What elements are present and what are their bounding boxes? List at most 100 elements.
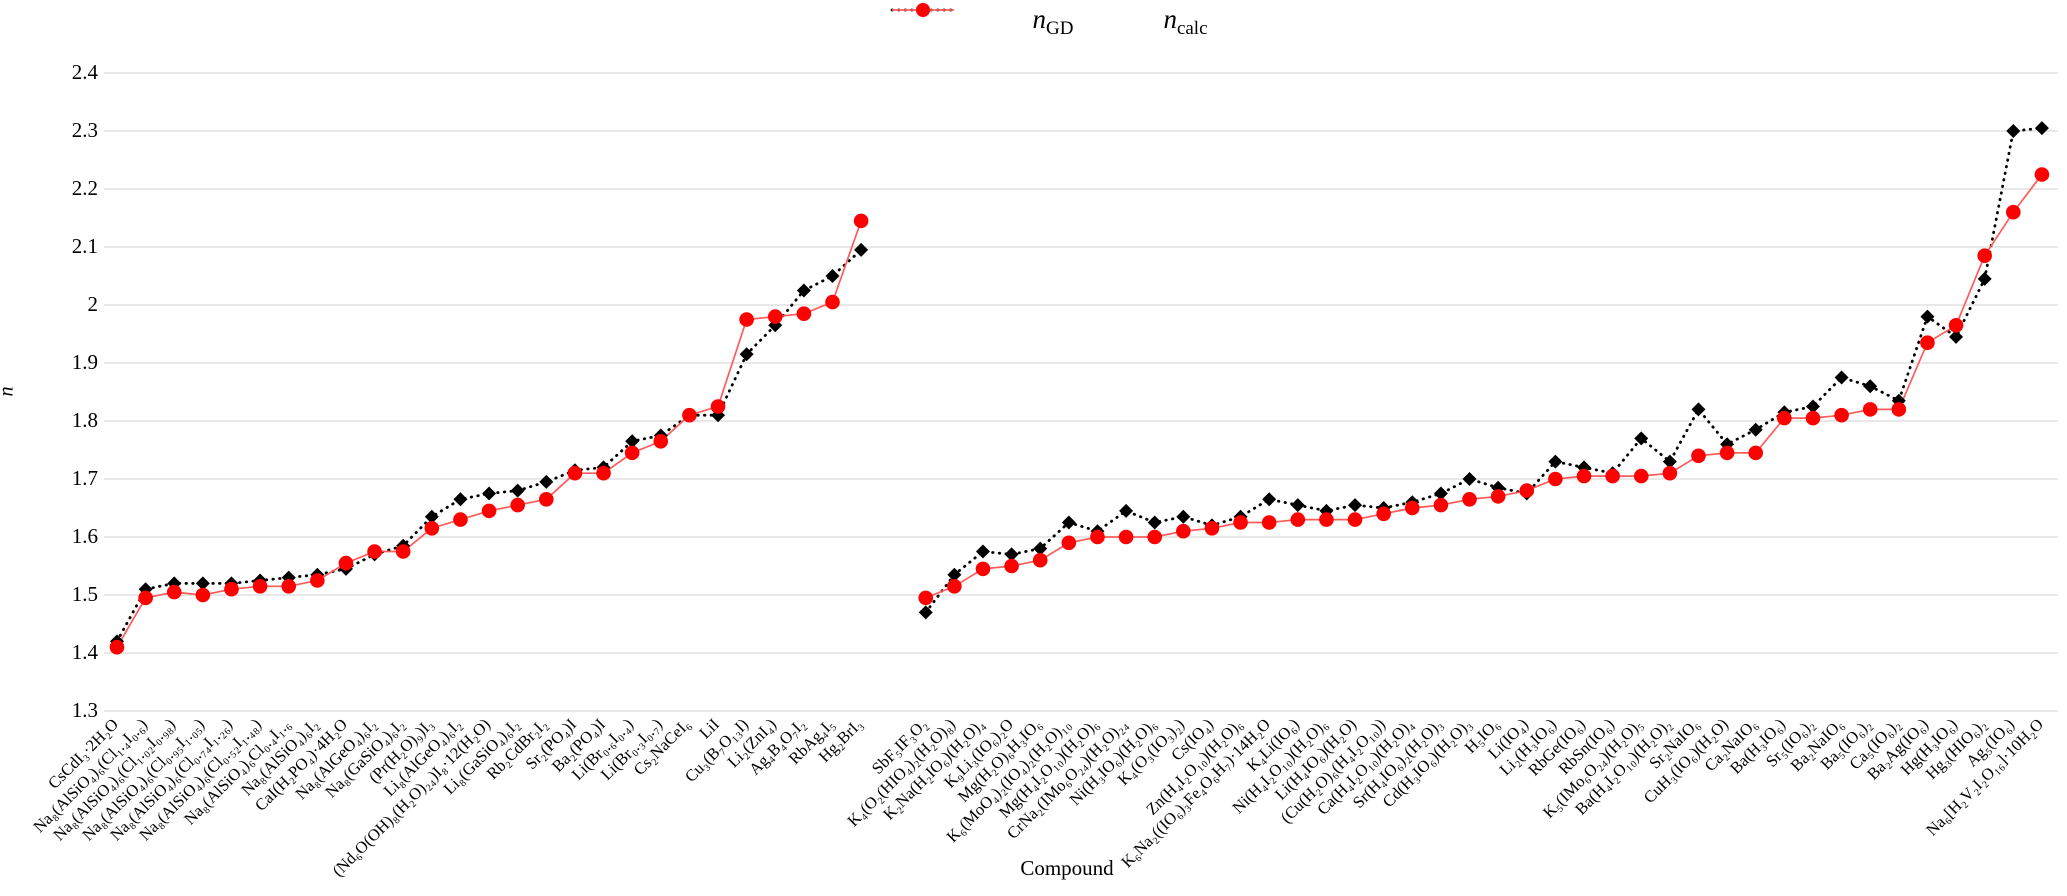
legend-item-ncalc: ncalc — [892, 3, 1208, 39]
ncalc-data-point — [1004, 558, 1019, 574]
ngd-data-point — [1119, 503, 1134, 518]
ngd-data-point — [1176, 509, 1191, 524]
ncalc-data-point — [624, 445, 640, 461]
ncalc-data-point — [1691, 448, 1706, 464]
ncalc-data-point — [1576, 468, 1592, 484]
ncalc-data-point — [510, 497, 525, 513]
ngd-data-point — [1061, 515, 1076, 530]
y-tick-label: 2.4 — [71, 60, 98, 84]
ngd-data-point — [1004, 547, 1019, 562]
ngd-data-point — [1319, 503, 1334, 518]
ncalc-data-point — [1862, 402, 1878, 417]
ncalc-data-point — [1319, 512, 1334, 527]
ngd-data-point — [825, 269, 840, 283]
ncalc-data-point — [166, 584, 182, 600]
ncalc-data-point — [796, 306, 812, 322]
ngd-data-point — [1834, 370, 1849, 385]
ncalc-data-point — [310, 573, 325, 588]
ncalc-data-point — [1519, 483, 1535, 498]
ncalc-data-point — [739, 312, 754, 327]
ngd-data-point — [1805, 399, 1820, 414]
ncalc-data-point — [109, 639, 125, 655]
ngd-data-point — [947, 567, 962, 582]
ngd-data-point — [739, 347, 754, 362]
ngd-data-point — [918, 605, 933, 620]
ngd-data-point — [453, 492, 468, 507]
ncalc-data-point — [567, 465, 583, 481]
ncalc-data-point — [1147, 529, 1162, 545]
ncalc-data-point — [1977, 248, 1992, 263]
ncalc-data-point — [1061, 535, 1077, 551]
ncalc-line-sample-icon — [892, 3, 954, 17]
ngd-data-point — [195, 576, 210, 591]
legend: nGD ncalc — [890, 0, 1350, 44]
ncalc-data-point — [947, 579, 962, 594]
ncalc-data-point — [1462, 492, 1477, 507]
ngd-data-point — [1920, 309, 1935, 324]
ngd-data-point — [2006, 124, 2021, 138]
ncalc-data-point — [1204, 521, 1220, 536]
ngd-data-point — [1662, 454, 1677, 469]
ncalc-data-point — [338, 555, 354, 571]
ngd-data-point — [1548, 454, 1563, 469]
ngd-data-point — [539, 474, 554, 489]
ncalc-data-point — [853, 213, 869, 229]
ncalc-data-point — [596, 465, 611, 481]
ncalc-data-point — [1490, 489, 1506, 504]
ncalc-data-point — [424, 521, 440, 536]
ncalc-data-point — [653, 434, 669, 449]
y-tick-label: 1.4 — [71, 640, 98, 664]
ncalc-data-point — [2034, 167, 2050, 182]
ncalc-data-point — [1891, 402, 1907, 417]
y-tick-label: 1.7 — [71, 466, 98, 490]
ncalc-data-point — [1834, 407, 1849, 423]
ncalc-data-point — [539, 492, 554, 507]
ngd-data-point — [796, 283, 811, 298]
y-tick-label: 1.8 — [71, 408, 98, 432]
ncalc-data-point — [1118, 529, 1134, 545]
ngd-data-point — [1462, 472, 1477, 486]
ngd-data-point — [1348, 498, 1363, 513]
ncalc-data-point — [224, 581, 239, 597]
ncalc-data-point — [1404, 500, 1420, 516]
ncalc-data-point — [1176, 523, 1191, 539]
ncalc-data-point — [1548, 471, 1563, 487]
ngd-data-point — [482, 486, 497, 501]
ngd-data-point — [854, 242, 869, 257]
ngd-data-point — [975, 544, 990, 559]
ngd-data-point — [1147, 515, 1162, 530]
ncalc-data-point — [1805, 410, 1821, 426]
ncalc-data-point — [1748, 445, 1764, 461]
ngd-series-line — [115, 248, 863, 643]
legend-label-ncalc: ncalc — [1163, 4, 1208, 39]
ncalc-data-point — [367, 544, 382, 559]
ngd-data-point — [1634, 431, 1649, 446]
y-tick-label: 1.6 — [71, 524, 98, 548]
legend-label-ngd: nGD — [1032, 4, 1074, 39]
ncalc-data-point — [1233, 515, 1248, 530]
ncalc-data-point — [2006, 204, 2021, 220]
ncalc-data-point — [1090, 529, 1105, 545]
ncalc-data-point — [710, 399, 726, 414]
ncalc-data-point — [918, 590, 934, 606]
ncalc-series-line — [925, 173, 2043, 599]
ngd-data-point — [2034, 121, 2049, 136]
ngd-data-point — [1863, 379, 1878, 394]
ncalc-data-point — [1032, 552, 1048, 568]
ncalc-data-point — [1376, 506, 1391, 522]
ngd-data-point — [1033, 541, 1048, 556]
ncalc-data-point — [1920, 335, 1935, 351]
ncalc-data-point — [481, 503, 497, 519]
ncalc-data-point — [453, 512, 468, 527]
ngd-data-point — [625, 434, 640, 449]
ncalc-data-point — [1948, 318, 1964, 333]
ncalc-data-point — [1261, 515, 1277, 530]
ngd-data-point — [1433, 486, 1448, 501]
ngd-data-point — [1949, 329, 1964, 344]
ngd-data-point — [1691, 402, 1706, 417]
ncalc-data-point — [138, 590, 153, 606]
ncalc-data-point — [1347, 512, 1363, 527]
ngd-data-point — [1748, 422, 1763, 437]
